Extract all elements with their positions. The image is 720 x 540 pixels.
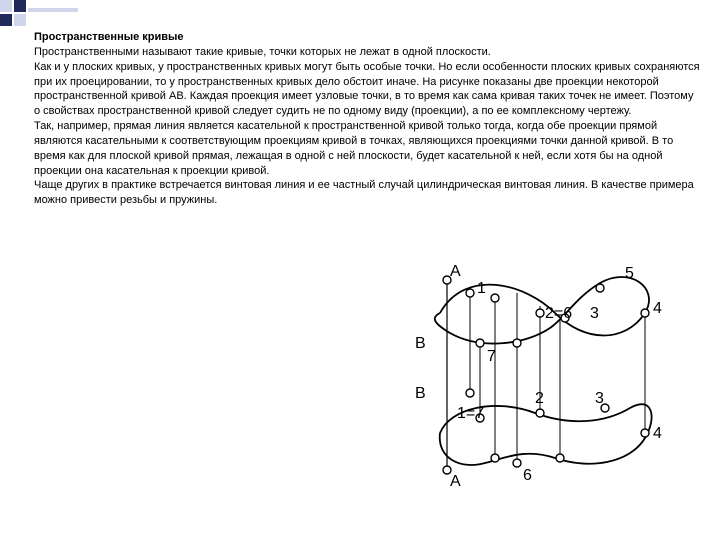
label-1-top: 1 <box>477 280 486 297</box>
label-1-7: 1=7 <box>457 405 484 422</box>
label-3-top: 3 <box>590 305 599 322</box>
label-6-bot: 6 <box>523 467 532 484</box>
label-7-top: 7 <box>487 348 496 365</box>
corner-decoration <box>0 0 80 30</box>
label-4-bot: 4 <box>653 425 662 442</box>
label-B-bot: B <box>415 385 426 402</box>
paragraph-2: Как и у плоских кривых, у пространственн… <box>34 60 700 119</box>
spatial-curve-diagram: A 1 2=6 3 5 4 B 7 B 1=7 2 3 4 6 A <box>395 258 675 508</box>
label-2-bot: 2 <box>535 390 544 407</box>
paragraph-1: Пространственными называют такие кривые,… <box>34 45 700 60</box>
label-A-bot: A <box>450 473 461 490</box>
label-4-top: 4 <box>653 300 662 317</box>
label-A-top: A <box>450 263 461 280</box>
label-5-top: 5 <box>625 265 634 282</box>
label-3-bot: 3 <box>595 390 604 407</box>
paragraph-4: Чаще других в практике встречается винто… <box>34 178 700 208</box>
label-2-6: 2=6 <box>545 305 572 322</box>
paragraph-3: Так, например, прямая линия является кас… <box>34 119 700 178</box>
text-content: Пространственные кривые Пространственным… <box>34 30 700 208</box>
label-B-top: B <box>415 335 426 352</box>
title: Пространственные кривые <box>34 30 700 45</box>
